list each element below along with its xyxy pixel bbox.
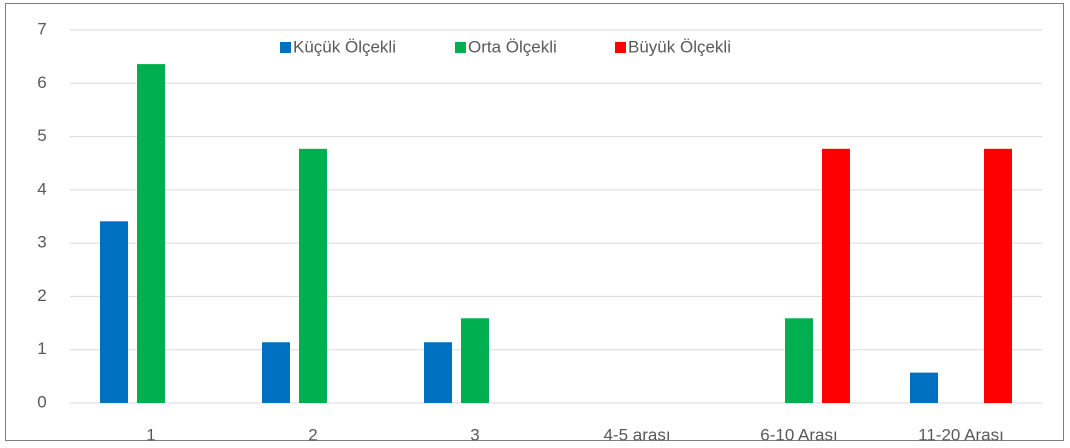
- legend-label: Küçük Ölçekli: [293, 37, 396, 56]
- legend-swatch: [455, 42, 466, 53]
- bar: [299, 148, 327, 403]
- bar: [910, 372, 938, 403]
- chart-border: [5, 3, 1064, 441]
- x-tick-label: 11-20 Arası: [918, 425, 1004, 444]
- x-tick-label: 2: [308, 425, 317, 444]
- x-tick-label: 1: [146, 425, 155, 444]
- x-tick-label: 4-5 arası: [603, 425, 670, 444]
- y-tick-label: 0: [37, 392, 46, 411]
- bar: [461, 318, 489, 403]
- bar: [785, 318, 813, 403]
- bar: [984, 148, 1012, 403]
- bar: [262, 342, 290, 403]
- x-tick-label: 3: [470, 425, 479, 444]
- bar: [137, 64, 165, 404]
- y-tick-label: 5: [37, 126, 46, 145]
- legend-swatch: [615, 42, 626, 53]
- y-tick-label: 1: [37, 339, 46, 358]
- legend-label: Büyük Ölçekli: [628, 37, 731, 56]
- y-tick-label: 7: [37, 19, 46, 38]
- x-tick-label: 6-10 Arası: [760, 425, 838, 444]
- legend-swatch: [280, 42, 291, 53]
- bar: [424, 342, 452, 403]
- bar: [822, 148, 850, 403]
- bar: [100, 221, 128, 403]
- y-tick-label: 2: [37, 286, 46, 305]
- legend-label: Orta Ölçekli: [468, 37, 557, 56]
- y-tick-label: 6: [37, 73, 46, 92]
- y-tick-label: 4: [37, 179, 46, 198]
- y-tick-label: 3: [37, 233, 46, 252]
